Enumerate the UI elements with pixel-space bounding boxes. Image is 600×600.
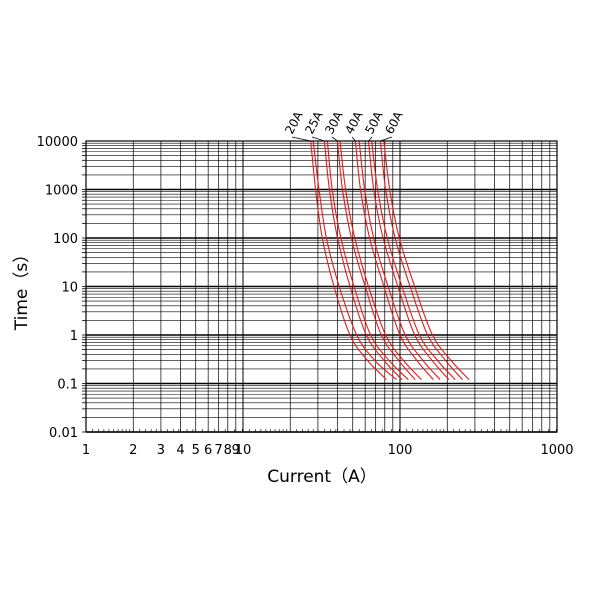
curve-40A-min (354, 140, 434, 381)
x-tick-label: 100 (388, 443, 413, 458)
series-40A (354, 140, 441, 381)
x-tick-label: 1000 (540, 443, 573, 458)
curve-30A-max (339, 140, 422, 381)
curve-label-leader (311, 136, 325, 142)
x-tick-label: 7 (215, 443, 223, 458)
curve-label-leader (351, 136, 356, 142)
y-tick-labels: 10000 1000 100 10 1 0.1 0.01 (37, 135, 78, 441)
series-50A (367, 140, 456, 381)
curve-label-leader (368, 136, 373, 142)
curve-50A-min (367, 140, 450, 381)
x-tick-label: 1 (82, 443, 90, 458)
x-tick-label: 5 (192, 443, 200, 458)
series-25A (323, 140, 409, 381)
curve-label-leader (291, 136, 311, 142)
curve-label-leader (380, 136, 393, 142)
series-30A (336, 140, 422, 381)
x-tick-label: 9 (232, 443, 240, 458)
y-tick-label: 0.01 (49, 426, 78, 441)
y-tick-label: 10000 (37, 135, 78, 150)
curve-60A-max (383, 140, 470, 381)
x-tick-label: 10 (235, 443, 252, 458)
x-axis-title: Current（A） (267, 467, 376, 487)
axis-ticks (82, 142, 557, 433)
curve-label-leader (331, 136, 338, 142)
x-tick-label: 8 (224, 443, 232, 458)
y-tick-label: 1000 (45, 184, 78, 199)
curve-20A-max (312, 140, 397, 381)
curve-40A-max (358, 140, 441, 381)
curve-50A-max (371, 140, 456, 381)
fuse-curves (310, 140, 470, 381)
y-tick-label: 1 (70, 329, 78, 344)
y-tick-label: 100 (53, 232, 78, 247)
y-axis-title: Time（s） (12, 246, 32, 331)
x-tick-labels: 1 2 3 4 5 6 7 8 910 100 1000 (82, 443, 574, 458)
x-tick-label: 3 (157, 443, 165, 458)
x-tick-label: 4 (176, 443, 184, 458)
series-20A (310, 140, 397, 381)
y-tick-label: 0.1 (57, 378, 78, 393)
curve-25A-max (326, 140, 409, 381)
y-tick-label: 10 (61, 281, 78, 296)
curve-30A-min (336, 140, 416, 381)
x-tick-label: 2 (129, 443, 137, 458)
curve-25A-min (323, 140, 403, 381)
curve-60A-min (379, 140, 463, 381)
series-60A (379, 140, 470, 381)
curve-20A-min (310, 140, 387, 381)
x-tick-label: 6 (204, 443, 212, 458)
